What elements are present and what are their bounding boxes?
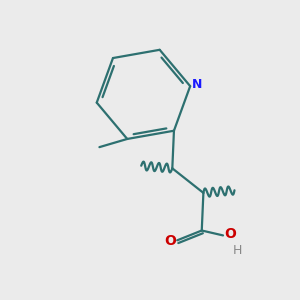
Text: N: N bbox=[192, 78, 203, 91]
Text: O: O bbox=[164, 234, 176, 248]
Text: O: O bbox=[225, 227, 236, 242]
Text: H: H bbox=[232, 244, 242, 256]
